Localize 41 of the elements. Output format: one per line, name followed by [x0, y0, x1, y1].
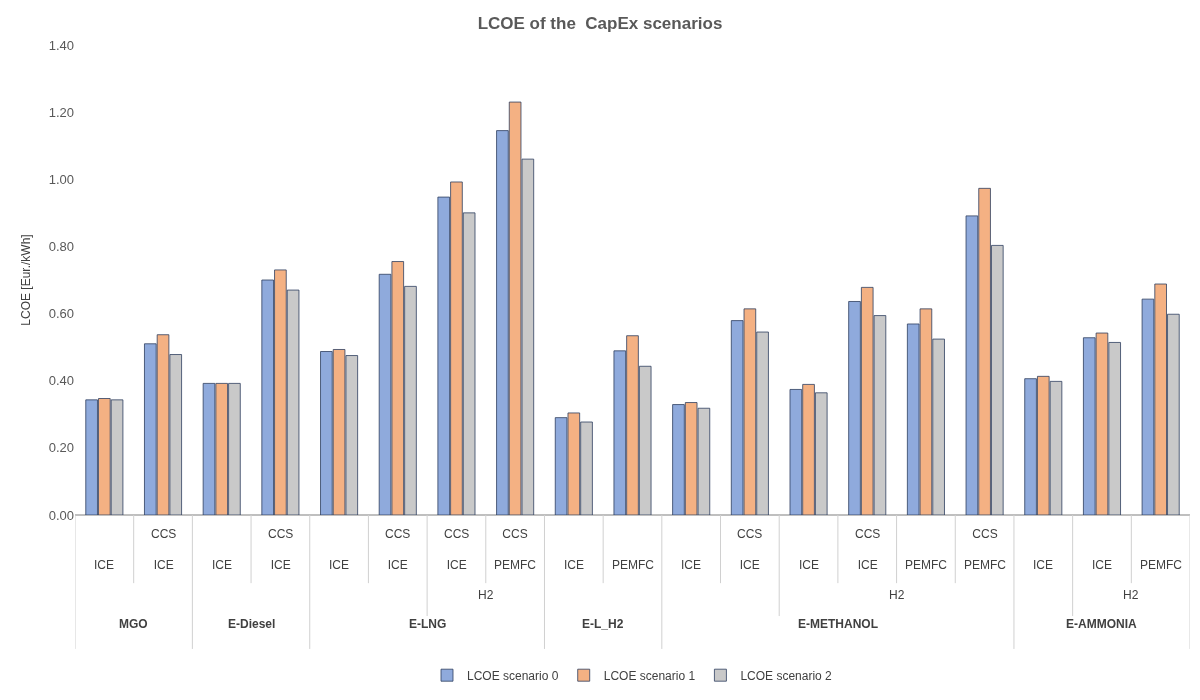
category-label: CCS PEMFC [964, 527, 1006, 573]
text: H2 [478, 588, 494, 602]
y-tick-label: 0.80 [48, 238, 74, 254]
y-tick-label: 0.60 [48, 306, 74, 322]
text: E-AMMONIA [1066, 617, 1137, 631]
x-tick-label: PEMFC [1140, 558, 1183, 572]
x-tick-label: PEMFC [612, 558, 655, 572]
legend-label: LCOE scenario 2 [740, 668, 833, 683]
x-tick-label: ICE [799, 558, 820, 572]
text: H2 [1123, 588, 1139, 602]
text: E-Diesel [228, 617, 276, 631]
text: H2 [889, 588, 905, 602]
category-label: CCS ICE [855, 527, 881, 573]
y-tick-label: 0.40 [48, 373, 74, 389]
y-tick-label: 1.20 [48, 104, 74, 120]
category-label: CCS ICE [444, 527, 470, 573]
category-label: CCS PEMFC [494, 527, 536, 573]
y-axis-title: LCOE [Eur./kWh] [18, 234, 33, 326]
x-tick-label: ICE [94, 558, 115, 572]
category-label: CCS ICE [268, 527, 294, 573]
x-tick-label: ICE [212, 558, 233, 572]
y-tick-label: 1.00 [48, 171, 74, 187]
x-tick-label: ICE [329, 558, 350, 572]
category-label: CCS ICE [737, 527, 763, 573]
text: MGO [119, 617, 148, 631]
x-tick-label: ICE [1092, 558, 1113, 572]
chart-title: LCOE of the CapEx scenarios [477, 14, 723, 34]
x-tick-label: ICE [1033, 558, 1054, 572]
text: E-L_H2 [582, 617, 624, 631]
x-tick-label: ICE [564, 558, 585, 572]
y-tick-label: 1.40 [48, 37, 74, 53]
legend-label: LCOE scenario 0 [467, 668, 559, 683]
legend-label: LCOE scenario 1 [603, 668, 696, 683]
category-label: CCS ICE [385, 527, 411, 573]
y-tick-label: 0.00 [48, 507, 74, 523]
y-tick-label: 0.20 [48, 440, 74, 456]
text: E-METHANOL [798, 617, 878, 631]
text: E-LNG [409, 617, 447, 631]
x-tick-label: ICE [681, 558, 702, 572]
x-tick-label: PEMFC [905, 558, 948, 572]
category-label: CCS ICE [151, 527, 177, 573]
